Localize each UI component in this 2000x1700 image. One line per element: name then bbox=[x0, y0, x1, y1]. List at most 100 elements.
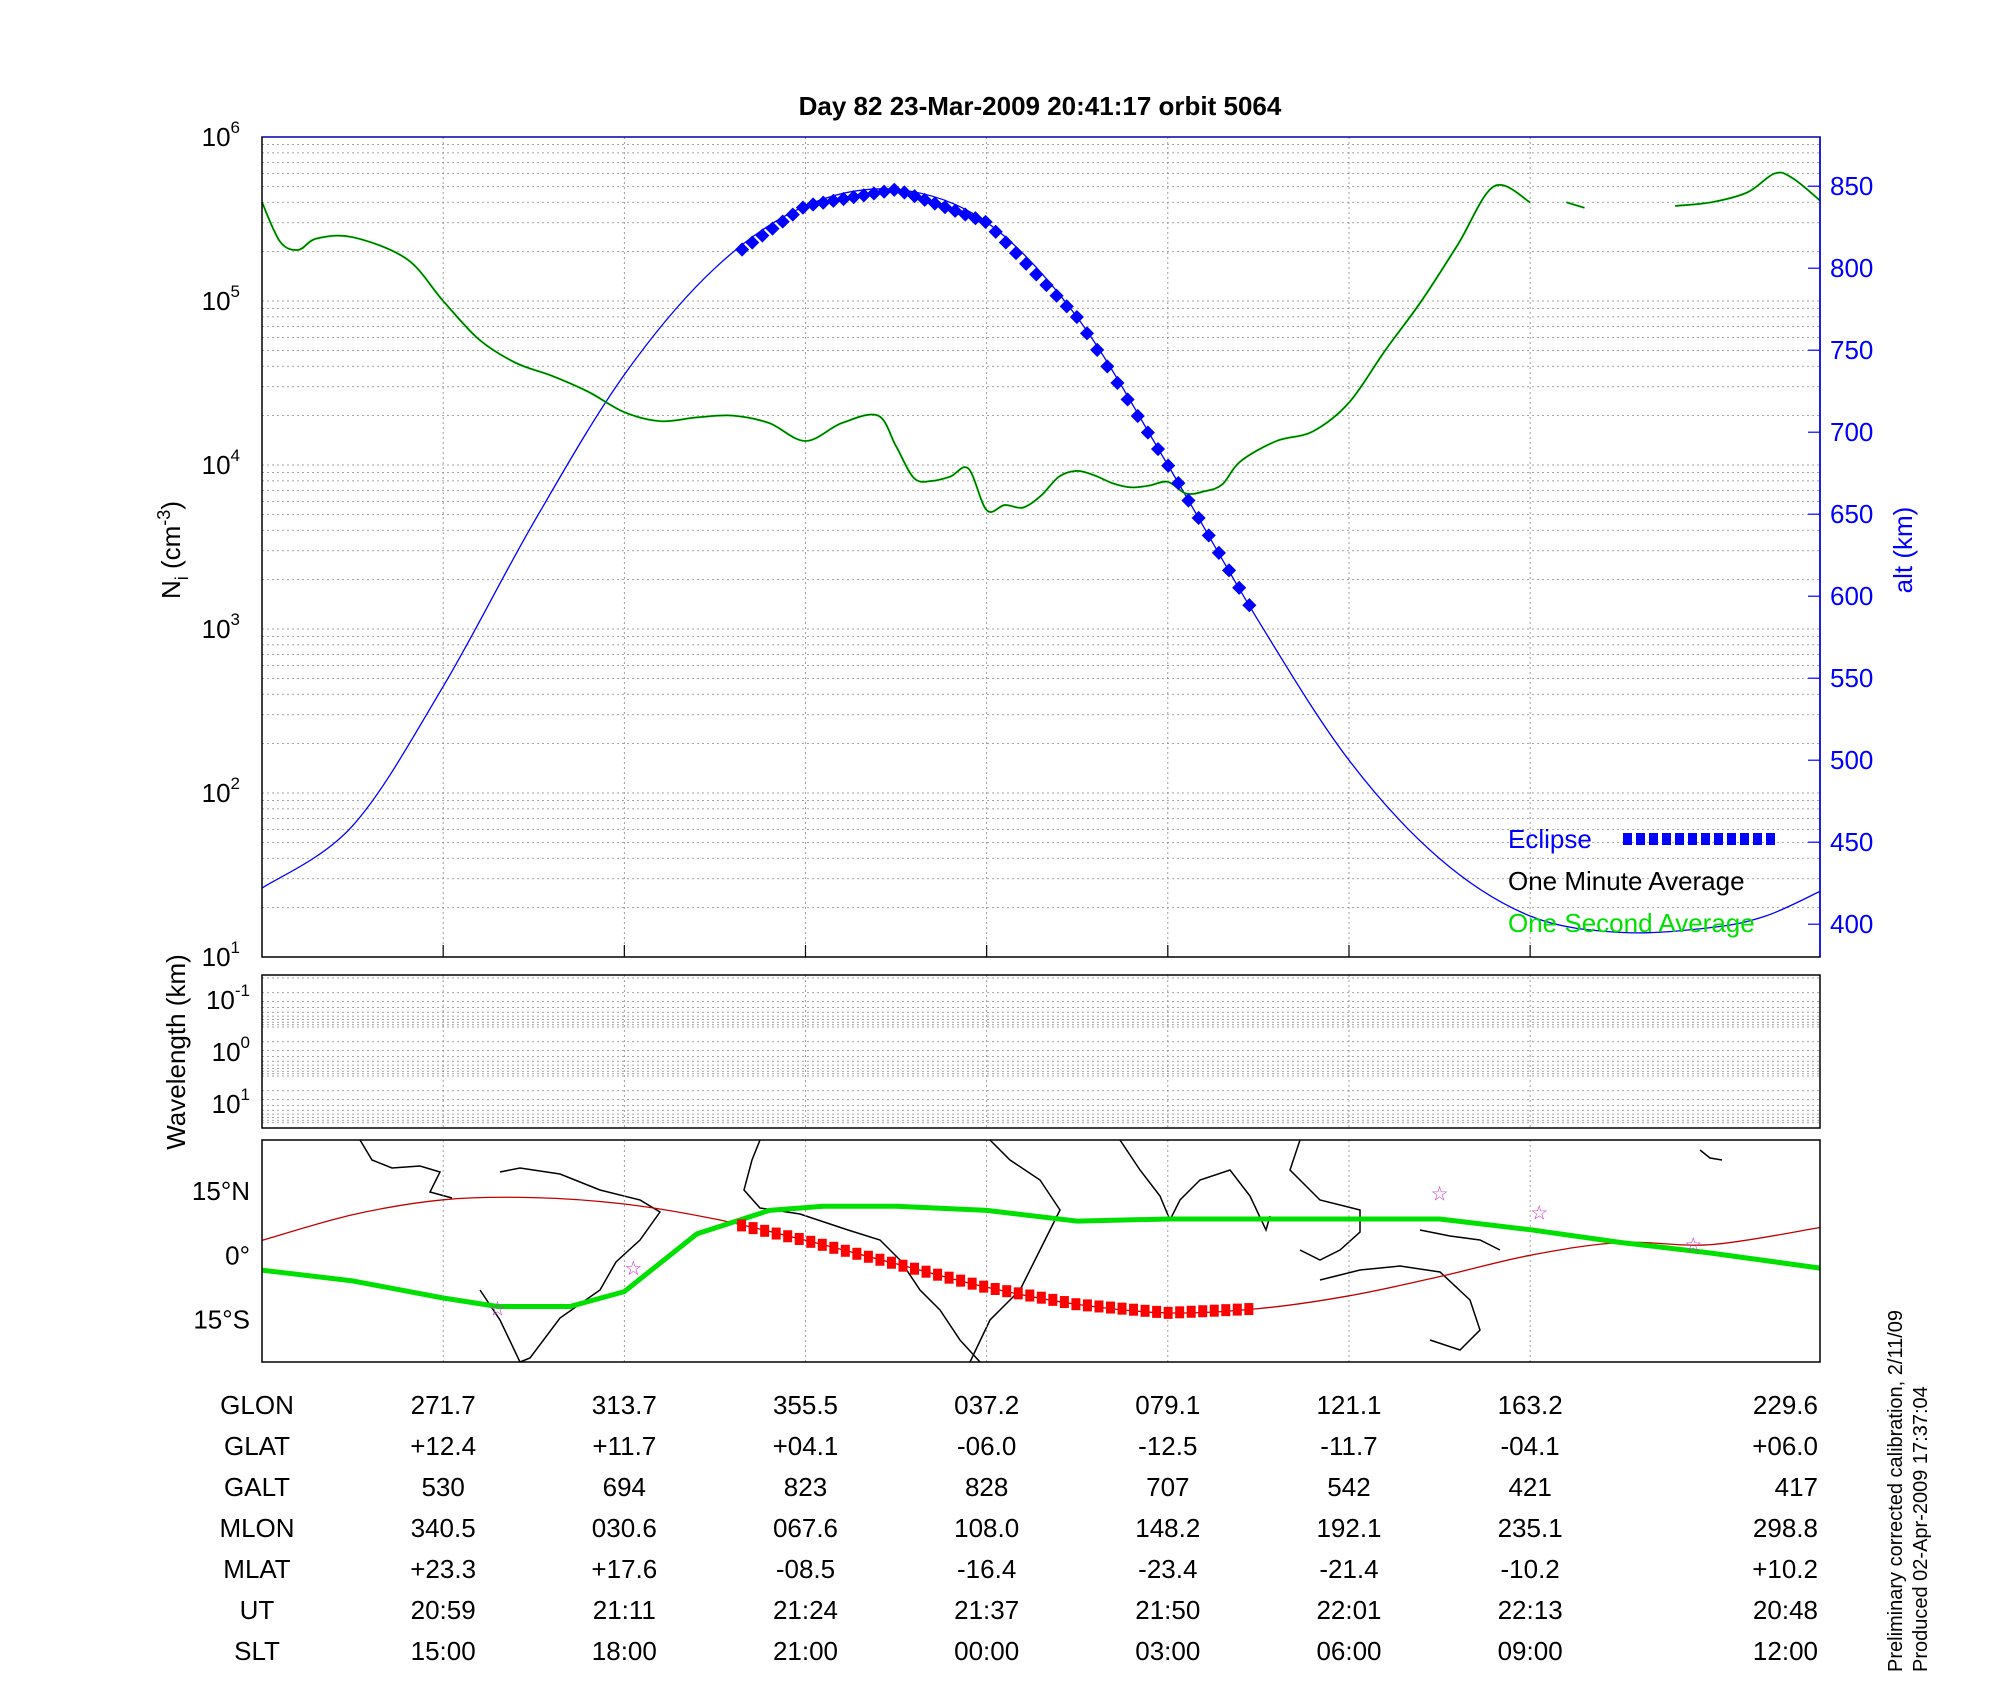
y2-tick-label: 800 bbox=[1830, 253, 1873, 283]
coastline bbox=[1699, 1149, 1723, 1161]
table-cell: 229.6 bbox=[1753, 1390, 1818, 1420]
y-tick-label: 106 bbox=[202, 118, 240, 152]
table-cell: 108.0 bbox=[954, 1513, 1019, 1543]
wavelength-panel-grid bbox=[262, 975, 1820, 1128]
table-row-label: MLAT bbox=[223, 1554, 291, 1584]
table-cell: 079.1 bbox=[1135, 1390, 1200, 1420]
table-cell: -04.1 bbox=[1501, 1431, 1560, 1461]
y2-tick-label: 850 bbox=[1830, 171, 1873, 201]
y-tick-label: 104 bbox=[202, 446, 240, 480]
table-cell: 823 bbox=[784, 1472, 827, 1502]
table-cell: 15:00 bbox=[411, 1636, 476, 1666]
eclipse-track-marker bbox=[910, 1262, 920, 1275]
table-cell: +04.1 bbox=[773, 1431, 839, 1461]
table-cell: 00:00 bbox=[954, 1636, 1019, 1666]
eclipse-track-marker bbox=[898, 1259, 908, 1272]
table-cell: 417 bbox=[1775, 1472, 1818, 1502]
table-cell: -10.2 bbox=[1501, 1554, 1560, 1584]
eclipse-marker bbox=[1242, 598, 1257, 613]
y2-tick-label: 650 bbox=[1830, 499, 1873, 529]
eclipse-track-marker bbox=[1186, 1305, 1196, 1318]
eclipse-marker bbox=[1150, 441, 1166, 457]
eclipse-track-marker bbox=[1140, 1304, 1150, 1317]
table-cell: 22:13 bbox=[1498, 1595, 1563, 1625]
eclipse-marker bbox=[846, 190, 861, 205]
star-marker: ☆ bbox=[1530, 1203, 1548, 1225]
coastline bbox=[359, 1139, 453, 1199]
table-cell: 037.2 bbox=[954, 1390, 1019, 1420]
legend-eclipse-mark bbox=[1649, 833, 1658, 845]
eclipse-track-marker bbox=[1198, 1305, 1208, 1318]
star-marker: ☆ bbox=[1684, 1235, 1702, 1257]
top-panel-grid bbox=[262, 137, 1820, 957]
table-cell: -23.4 bbox=[1138, 1554, 1197, 1584]
eclipse-track-marker bbox=[748, 1222, 758, 1235]
star-marker: ☆ bbox=[624, 1258, 642, 1280]
legend-eclipse-mark bbox=[1623, 833, 1632, 845]
table-cell: -21.4 bbox=[1319, 1554, 1378, 1584]
eclipse-track-marker bbox=[1117, 1302, 1127, 1315]
y2-tick-label: 450 bbox=[1830, 827, 1873, 857]
table-cell: +11.7 bbox=[592, 1431, 656, 1461]
table-cell: -06.0 bbox=[957, 1431, 1016, 1461]
eclipse-track-marker bbox=[1105, 1301, 1115, 1314]
wavelength-y-ticks: 10-1 100 101 bbox=[206, 981, 250, 1119]
eclipse-marker bbox=[1221, 563, 1237, 578]
map-tick-label: 15°S bbox=[193, 1304, 250, 1334]
eclipse-marker bbox=[806, 197, 821, 212]
eclipse-track-marker bbox=[1152, 1305, 1162, 1318]
eclipse-marker bbox=[1130, 408, 1145, 424]
y-tick-label: 101 bbox=[202, 938, 240, 972]
eclipse-marker bbox=[978, 214, 993, 229]
eclipse-marker bbox=[1008, 246, 1024, 261]
eclipse-marker bbox=[1110, 375, 1125, 391]
eclipse-track-marker bbox=[863, 1250, 873, 1263]
eclipse-marker bbox=[877, 184, 892, 199]
eclipse-marker bbox=[735, 242, 750, 257]
legend-one-minute: One Minute Average bbox=[1508, 866, 1745, 896]
eclipse-track-marker bbox=[783, 1230, 793, 1243]
table-cell: -12.5 bbox=[1138, 1431, 1197, 1461]
eclipse-track-marker bbox=[1059, 1296, 1069, 1309]
table-cell: 09:00 bbox=[1498, 1636, 1563, 1666]
eclipse-marker bbox=[998, 235, 1013, 250]
footer-calibration: Preliminary corrected calibration, 2/11/… bbox=[1885, 1310, 1907, 1672]
legend-one-second: One Second Average bbox=[1508, 908, 1755, 938]
eclipse-marker bbox=[1161, 458, 1176, 473]
coastline bbox=[1419, 1229, 1501, 1251]
legend-eclipse-mark bbox=[1675, 833, 1684, 845]
wavelength-y-label: Wavelength (km) bbox=[161, 954, 191, 1150]
top-panel-lines bbox=[261, 171, 1821, 934]
coastline bbox=[969, 1139, 1061, 1363]
table-cell: -16.4 bbox=[957, 1554, 1016, 1584]
eclipse-marker bbox=[1049, 288, 1064, 303]
table-row-label: GALT bbox=[224, 1472, 290, 1502]
eclipse-marker bbox=[866, 186, 882, 201]
legend-eclipse: Eclipse bbox=[1508, 824, 1592, 854]
left-y-label: Ni (cm-3) bbox=[154, 501, 192, 599]
legend-eclipse-mark bbox=[1636, 833, 1645, 845]
eclipse-marker bbox=[1120, 392, 1135, 407]
eclipse-track-marker bbox=[1175, 1306, 1185, 1319]
eclipse-marker bbox=[1079, 326, 1095, 341]
one-minute-average-line-late bbox=[1675, 171, 1821, 207]
coastline bbox=[479, 1289, 521, 1363]
table-cell: 355.5 bbox=[773, 1390, 838, 1420]
table-cell: +10.2 bbox=[1752, 1554, 1818, 1584]
eclipse-track-marker bbox=[1082, 1299, 1092, 1312]
eclipse-marker bbox=[1100, 359, 1115, 374]
eclipse-track-marker bbox=[1232, 1303, 1242, 1316]
table-cell: 163.2 bbox=[1498, 1390, 1563, 1420]
one-minute-average-line bbox=[261, 184, 1531, 513]
eclipse-marker bbox=[1201, 528, 1216, 543]
legend-eclipse-mark bbox=[1753, 833, 1762, 845]
table-cell: 148.2 bbox=[1135, 1513, 1200, 1543]
wavelength-tick-label: 100 bbox=[212, 1033, 250, 1067]
y2-tick-label: 600 bbox=[1830, 581, 1873, 611]
eclipse-track-marker bbox=[1244, 1303, 1254, 1316]
eclipse-track-marker bbox=[979, 1280, 989, 1293]
table-cell: 707 bbox=[1146, 1472, 1189, 1502]
eclipse-marker bbox=[887, 182, 902, 197]
legend-eclipse-mark bbox=[1701, 833, 1710, 845]
